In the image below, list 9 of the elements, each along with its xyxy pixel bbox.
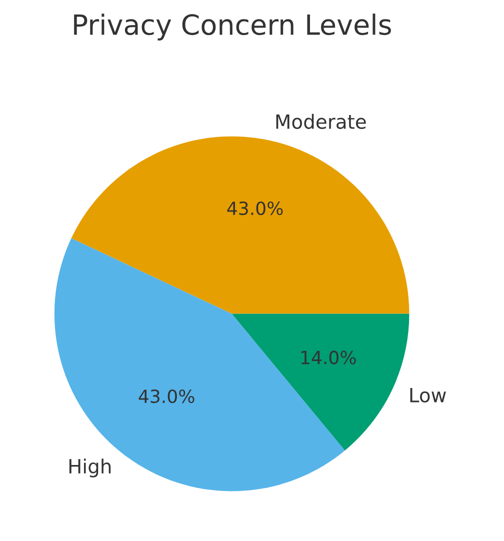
slice-label: Low: [410, 388, 446, 403]
pie-slice: [232, 314, 410, 450]
pie-slice: [71, 136, 410, 314]
data-label: 43.0%: [227, 201, 283, 216]
data-label: 14.0%: [301, 350, 356, 364]
chart-title: Privacy Concern Levels: [74, 14, 391, 40]
slice-label: Moderate: [276, 114, 366, 129]
data-label: 43.0%: [138, 389, 194, 404]
slice-label: High: [69, 458, 111, 478]
